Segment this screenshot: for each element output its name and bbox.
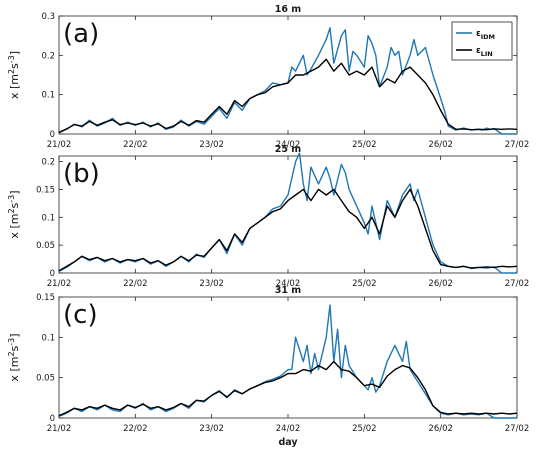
x-tick-label: 27/02	[505, 279, 530, 289]
panel-label: (c)	[63, 300, 98, 330]
series-line-lin	[58, 188, 518, 272]
legend-label: εIDM	[476, 29, 495, 41]
x-tick-label: 24/02	[276, 140, 301, 150]
y-axis-label-text: ]	[8, 190, 21, 194]
chart-title: 31 m	[275, 285, 302, 296]
x-tick-label: 21/02	[47, 140, 72, 150]
series-line-lin	[58, 58, 518, 134]
y-tick-label: 0.15	[36, 293, 55, 303]
chart-panel: 25 m 0 0.05 0.1 0.15 0.2 21/02 22/02 23/02 24/02 2…	[7, 144, 529, 289]
chart-panel: 31 m 0 0.05 0.1 0.15 21/02 22/02 23/02 24/02 25/0…	[7, 285, 529, 448]
y-axis-label-text: x [m	[8, 357, 21, 382]
legend-subscript: IDM	[481, 33, 495, 41]
y-tick-label: 0.1	[41, 91, 55, 101]
series-line-lin	[58, 360, 518, 417]
y-axis-label: x [m2s-3]	[7, 190, 21, 238]
y-axis-label: x [m2s-3]	[7, 51, 21, 99]
x-tick-label: 22/02	[123, 424, 148, 434]
y-tick-label: 0.15	[36, 185, 55, 195]
legend-label: εLIN	[476, 46, 493, 58]
y-axis-label-text: x [m	[8, 74, 21, 99]
chart-title: 16 m	[275, 4, 302, 15]
y-axis-label-sup: 2	[7, 208, 16, 213]
chart-panel: 16 m 0 0.1 0.2 0.3 21/02 22/02 23/02 24/02 25/02 2…	[7, 4, 529, 150]
x-tick-label: 26/02	[428, 424, 453, 434]
x-tick-label: 27/02	[505, 140, 530, 150]
x-tick-label: 23/02	[199, 279, 224, 289]
y-tick-label: 0.05	[36, 241, 55, 251]
panel-label: (a)	[63, 19, 99, 49]
x-tick-label: 27/02	[505, 424, 530, 434]
x-tick-label: 22/02	[123, 279, 148, 289]
x-tick-label: 25/02	[352, 424, 377, 434]
x-tick-label: 21/02	[47, 279, 72, 289]
y-axis-label: x [m2s-3]	[7, 333, 21, 381]
x-tick-label: 24/02	[276, 279, 301, 289]
y-axis-label-text: s	[8, 202, 21, 208]
y-axis-label-sup: -3	[7, 195, 16, 203]
x-tick-label: 22/02	[123, 140, 148, 150]
x-tick-label: 26/02	[428, 140, 453, 150]
y-axis-label-text: x [m	[8, 214, 21, 239]
panel-label: (b)	[63, 159, 100, 189]
y-tick-label: 0	[50, 269, 55, 279]
x-tick-label: 24/02	[276, 424, 301, 434]
legend-symbol: ε	[476, 46, 481, 56]
y-tick-label: 0	[50, 130, 55, 140]
x-tick-label: 25/02	[352, 279, 377, 289]
legend-box	[451, 21, 513, 61]
y-axis-label-text: s	[8, 345, 21, 351]
legend-symbol: ε	[476, 29, 481, 39]
y-tick-label: 0.3	[41, 12, 55, 22]
y-axis-label-text: ]	[8, 51, 21, 55]
y-tick-label: 0.2	[41, 158, 55, 168]
x-tick-label: 26/02	[428, 279, 453, 289]
x-tick-label: 23/02	[199, 424, 224, 434]
y-tick-label: 0.05	[36, 374, 55, 384]
chart-title: 25 m	[275, 144, 302, 155]
x-tick-label: 25/02	[352, 140, 377, 150]
y-axis-label-text: s	[8, 63, 21, 69]
y-axis-label-sup: 2	[7, 351, 16, 356]
y-axis-label-sup: 2	[7, 69, 16, 74]
x-axis-label: day	[278, 437, 298, 448]
y-axis-label-sup: -3	[7, 338, 16, 346]
y-tick-label: 0.1	[41, 213, 55, 223]
y-tick-label: 0.1	[41, 333, 55, 343]
y-tick-label: 0	[50, 414, 55, 424]
x-tick-label: 21/02	[47, 424, 72, 434]
legend-subscript: LIN	[481, 50, 493, 58]
y-tick-label: 0.2	[41, 51, 55, 61]
y-axis-label-sup: -3	[7, 55, 16, 63]
x-tick-label: 23/02	[199, 140, 224, 150]
y-axis-label-text: ]	[8, 333, 21, 337]
